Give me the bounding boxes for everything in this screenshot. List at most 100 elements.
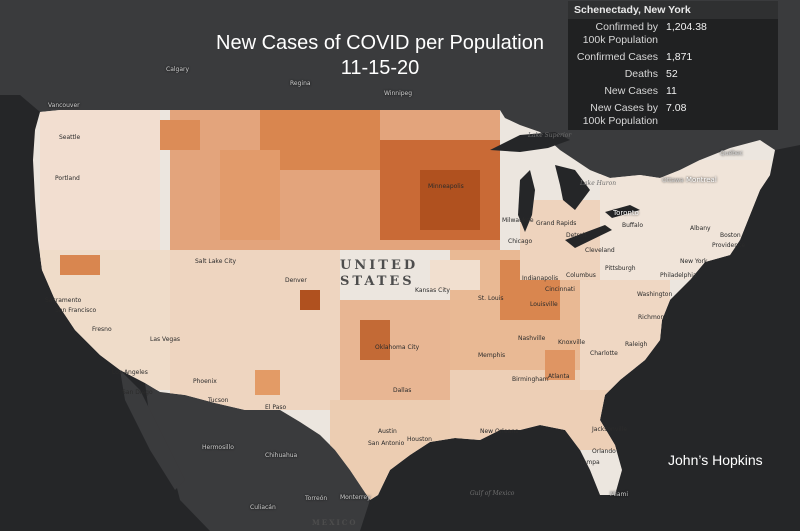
city-label: El Paso — [265, 404, 287, 411]
city-label: Atlanta — [548, 373, 570, 380]
map-title: New Cases of COVID per Population — [216, 32, 544, 54]
popup-value: 1,871 — [666, 51, 693, 63]
lake-michigan — [518, 170, 535, 232]
popup-label: Deaths — [624, 68, 658, 80]
city-label: Milwaukee — [502, 217, 534, 224]
gulf-water — [360, 425, 600, 531]
city-label: New Orleans — [480, 428, 519, 435]
city-label: Calgary — [166, 66, 190, 73]
popup-row: New Cases 11 — [568, 83, 778, 100]
country-label-united: UNITED — [340, 258, 419, 273]
city-label: Salt Lake City — [195, 258, 237, 265]
water-lake-huron: Lake Huron — [580, 180, 617, 187]
land-baja — [120, 370, 185, 490]
water-lake-superior: Lake Superior — [528, 132, 572, 139]
popup-label: New Cases — [604, 85, 658, 97]
city-label: Columbus — [566, 272, 596, 279]
city-label: Jacksonville — [592, 426, 628, 433]
map-date: 11-15-20 — [340, 57, 420, 79]
city-label: Kansas City — [415, 287, 450, 294]
city-label: Dallas — [393, 387, 412, 394]
city-label: Birmingham — [512, 376, 549, 383]
city-label: Cincinnati — [545, 286, 575, 293]
lake-erie — [565, 225, 612, 248]
city-label: Detroit — [566, 232, 587, 239]
city-label: New York — [680, 258, 708, 265]
city-label: San Diego — [122, 389, 153, 396]
city-label: Austin — [378, 428, 397, 435]
city-label: Miami — [610, 491, 629, 498]
country-label-mexico: MEXICO — [312, 518, 358, 527]
city-label: Culiacán — [250, 504, 276, 511]
city-label: Portland — [55, 175, 80, 182]
city-label: Los Angeles — [112, 369, 148, 376]
county-popup[interactable]: Schenectady, New York Confirmed by 100k … — [567, 0, 779, 131]
lake-superior — [490, 132, 570, 152]
city-label: Hermosillo — [202, 444, 234, 451]
popup-label: Confirmed by 100k Population — [582, 21, 658, 46]
city-label: Torreón — [305, 495, 328, 502]
country-label-states: STATES — [340, 274, 415, 289]
popup-row: New Cases by 100k Population 7.08 — [568, 100, 778, 130]
city-label: Indianapolis — [522, 275, 559, 282]
land-mexico — [145, 383, 370, 531]
city-label: Buffalo — [622, 222, 644, 229]
city-label: Houston — [407, 436, 432, 443]
city-label: San Francisco — [55, 307, 97, 314]
source-credit: John’s Hopkins — [668, 452, 763, 468]
city-label: Regina — [290, 80, 311, 87]
city-label: Albany — [690, 225, 711, 232]
popup-row: Confirmed Cases 1,871 — [568, 49, 778, 66]
city-label: Fresno — [92, 326, 112, 333]
city-label: Minneapolis — [428, 183, 464, 190]
popup-row: Confirmed by 100k Population 1,204.38 — [568, 19, 778, 49]
popup-label: New Cases by 100k Population — [582, 102, 658, 127]
city-label: Pittsburgh — [605, 265, 636, 272]
city-label: Toronto — [613, 209, 639, 217]
city-label: Denver — [285, 277, 307, 284]
lake-ontario — [605, 205, 640, 218]
city-label: Chihuahua — [265, 452, 298, 459]
city-label: Chicago — [508, 238, 533, 245]
city-label: Raleigh — [625, 341, 648, 348]
city-label: Memphis — [478, 352, 506, 359]
city-label: St. Louis — [478, 295, 504, 302]
city-label: Nashville — [518, 335, 546, 342]
city-label: Grand Rapids — [536, 220, 577, 227]
popup-value: 11 — [666, 85, 677, 97]
city-label: Philadelphia — [660, 272, 697, 279]
city-label: Ottawa — [662, 177, 684, 184]
popup-label: Confirmed Cases — [576, 51, 658, 63]
city-label: San Antonio — [368, 440, 405, 447]
city-label: Washington — [637, 291, 673, 298]
popup-heading: Schenectady, New York — [568, 1, 778, 19]
city-label: Montreal — [686, 176, 717, 184]
city-label: Tampa — [580, 459, 600, 466]
city-label: Oklahoma City — [375, 344, 420, 351]
city-label: Boston — [720, 232, 741, 239]
city-label: Cleveland — [585, 247, 615, 254]
city-label: Seattle — [59, 134, 81, 141]
city-label: Charlotte — [590, 350, 618, 357]
city-label: Tucson — [208, 397, 229, 404]
city-label: Sacramento — [45, 297, 82, 304]
pacific-edge — [0, 112, 32, 412]
popup-value: 52 — [666, 68, 678, 80]
city-label: Richmond — [638, 314, 669, 321]
city-label: Monterrey — [340, 494, 371, 501]
water-gulf-mexico: Gulf of Mexico — [470, 490, 515, 497]
city-label: Phoenix — [193, 378, 217, 385]
city-label: Knoxville — [558, 339, 586, 346]
lake-huron — [555, 165, 590, 210]
city-label: Providence — [712, 242, 746, 249]
city-label: Louisville — [530, 301, 558, 308]
popup-value: 1,204.38 — [666, 21, 707, 33]
popup-row: Deaths 52 — [568, 66, 778, 83]
popup-value: 7.08 — [666, 102, 687, 114]
city-label: Winnipeg — [384, 90, 413, 97]
city-label: Vancouver — [48, 102, 80, 109]
city-label: Québec — [720, 150, 744, 157]
city-label: Las Vegas — [150, 336, 180, 343]
